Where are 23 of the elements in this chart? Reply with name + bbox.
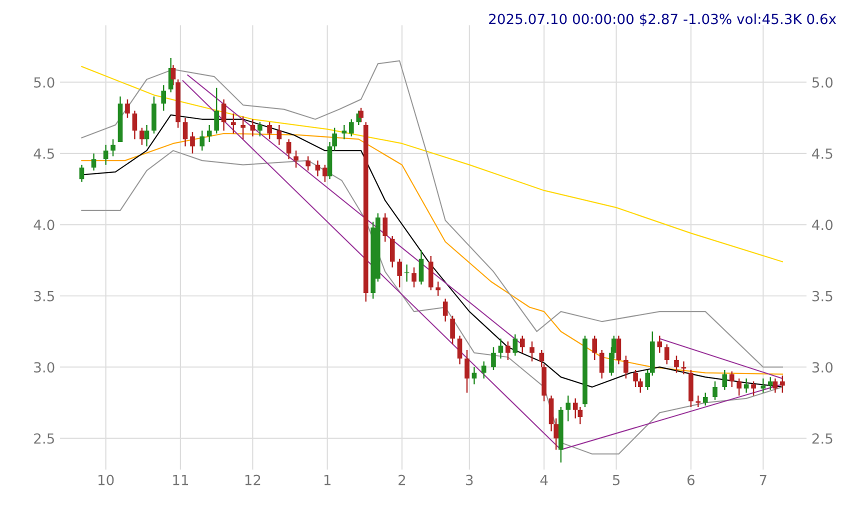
y2-tick-label: 4.0: [812, 220, 833, 230]
x-tick-label: 7: [760, 474, 766, 486]
y-tick-label: 2.5: [34, 433, 54, 444]
x-tick-label: 3: [466, 474, 473, 486]
x-tick-label: 4: [540, 474, 548, 486]
y-tick-label: 3.5: [34, 290, 54, 302]
y-tick-label: 3.0: [34, 362, 54, 373]
x-tick-label: 2: [398, 474, 406, 486]
y2-tick-label: 2.5: [812, 433, 832, 444]
x-tick-label: 12: [245, 474, 260, 486]
y2-tick-label: 5.0: [812, 77, 833, 88]
y-tick-label: 4.5: [34, 148, 54, 159]
x-tick-label: 11: [173, 474, 188, 486]
x-tick-label: 5: [612, 474, 620, 486]
y2-tick-label: 3.0: [812, 362, 833, 373]
x-tick-label: 6: [687, 474, 694, 486]
x-tick-label: 10: [98, 474, 114, 486]
y2-tick-label: 3.5: [812, 290, 832, 302]
y-tick-label: 4.0: [34, 220, 54, 230]
chart-title: 2025.07.10 00:00:00 $2.87 -1.03% vol:45.3K 0.6x: [489, 13, 836, 26]
y-tick-label: 5.0: [34, 77, 54, 88]
x-tick-label: 1: [324, 474, 330, 486]
y2-tick-label: 4.5: [812, 148, 832, 159]
